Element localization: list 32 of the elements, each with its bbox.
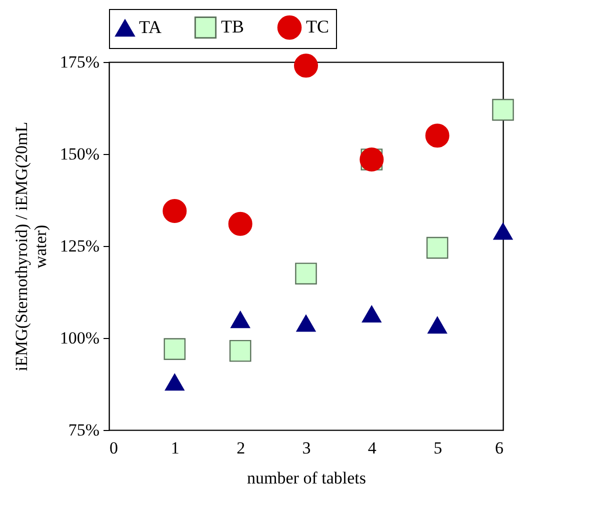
x-tick-label: 1 <box>170 438 180 458</box>
point <box>164 374 184 391</box>
y-tick-label: 125% <box>60 236 100 256</box>
x-tick-label: 0 <box>110 438 118 458</box>
point <box>493 222 513 240</box>
x-tick-label: 3 <box>302 438 311 458</box>
point <box>294 54 318 78</box>
x-tick-label: 4 <box>368 438 377 458</box>
point <box>362 306 382 323</box>
legend-label: TC <box>306 16 330 37</box>
point <box>425 124 450 148</box>
x-axis-title: number of tablets <box>247 468 366 488</box>
x-tick-label: 2 <box>236 438 246 458</box>
y-axis-title: iEMG(Sternothyroid) / iEMG(20mL water) <box>12 122 50 372</box>
point <box>229 340 252 362</box>
point <box>230 311 250 328</box>
legend-label: TB <box>221 16 244 37</box>
point <box>164 338 186 360</box>
legend-label: TA <box>139 17 162 38</box>
point <box>426 236 448 259</box>
point <box>228 212 252 236</box>
y-tick-label: 75% <box>68 420 100 440</box>
x-tick-label: 6 <box>495 438 504 458</box>
point <box>428 316 448 334</box>
y-tick-label: 175% <box>60 52 100 72</box>
point <box>162 199 187 224</box>
point <box>295 262 317 285</box>
point <box>492 98 514 121</box>
x-tick-label: 5 <box>434 438 442 458</box>
y-tick-label: 100% <box>60 328 100 348</box>
point <box>296 314 316 332</box>
y-tick-label: 150% <box>60 144 100 164</box>
